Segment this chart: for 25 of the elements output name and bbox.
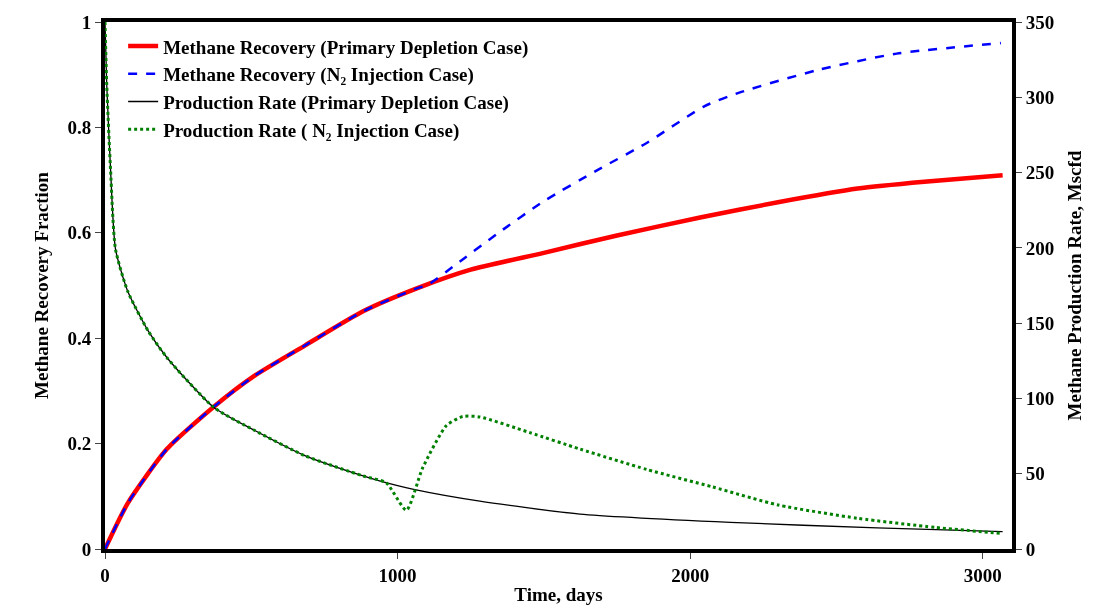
y2-tick-label: 0 — [1025, 538, 1036, 560]
x-tick-label: 3000 — [963, 564, 1002, 586]
y2-tick-label: 200 — [1025, 237, 1055, 259]
y-tick-label: 0 — [81, 538, 92, 560]
x-tick-label: 2000 — [671, 564, 710, 586]
legend-label: Production Rate (Primary Depletion Case) — [163, 91, 509, 114]
y2-tick-label: 250 — [1025, 162, 1055, 184]
x-tick-label: 1000 — [378, 564, 417, 586]
x-tick-label: 0 — [100, 564, 110, 586]
legend-label: Methane Recovery (N₂ Injection Case) — [163, 64, 474, 87]
y-tick-label: 0.6 — [67, 222, 92, 244]
y2-tick-label: 50 — [1025, 463, 1045, 485]
y-tick-label: 0.8 — [67, 117, 92, 139]
y-tick-label: 0.2 — [67, 433, 92, 455]
y2-tick-label: 350 — [1025, 11, 1055, 33]
y-axis-title: Methane Recovery Fraction — [30, 171, 52, 399]
legend-label: Methane Recovery (Primary Depletion Case) — [163, 36, 529, 59]
y2-tick-label: 150 — [1025, 312, 1055, 334]
y2-tick-label: 300 — [1025, 86, 1055, 108]
y2-axis-title: Methane Production Rate, Mscfd — [1063, 150, 1085, 421]
y-tick-label: 1 — [81, 11, 92, 33]
legend-label: Production Rate ( N₂ Injection Case) — [163, 119, 460, 142]
x-axis-title: Time, days — [514, 584, 603, 606]
y2-tick-label: 100 — [1025, 388, 1055, 410]
y-tick-label: 0.4 — [67, 327, 92, 349]
